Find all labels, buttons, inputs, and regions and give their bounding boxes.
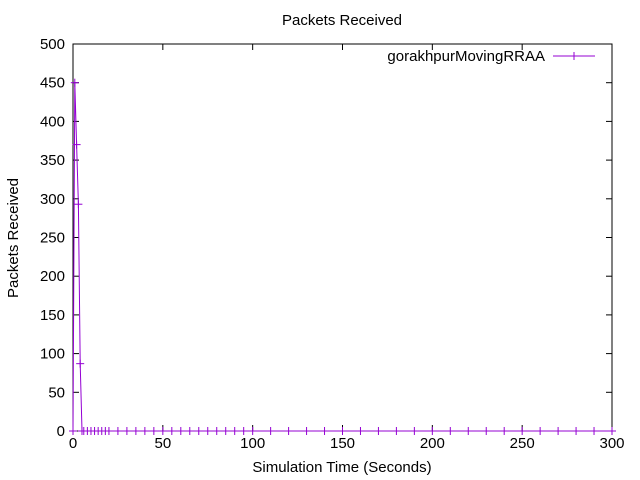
x-axis-label: Simulation Time (Seconds) [252, 459, 431, 476]
x-tick-label: 200 [420, 435, 445, 452]
data-point [338, 427, 347, 435]
data-point [500, 427, 509, 435]
x-tick-label: 50 [154, 435, 171, 452]
x-tick-label: 150 [330, 435, 355, 452]
legend: gorakhpurMovingRRAA [387, 48, 595, 65]
data-point [176, 427, 185, 435]
data-point [428, 427, 437, 435]
y-axis-label: Packets Received [5, 178, 22, 298]
data-point [158, 427, 167, 435]
data-point [392, 427, 401, 435]
data-point [113, 427, 122, 435]
series-layer [69, 78, 616, 435]
data-point [72, 140, 81, 149]
data-point [104, 427, 113, 435]
data-point [221, 427, 230, 435]
x-tick-label: 0 [69, 435, 77, 452]
data-point [374, 427, 383, 435]
data-point [69, 427, 77, 435]
data-point [356, 427, 365, 435]
data-point [140, 427, 149, 435]
data-point [446, 427, 455, 435]
data-point [536, 427, 545, 435]
data-point [122, 427, 131, 435]
data-point [248, 427, 257, 435]
data-point [149, 427, 158, 435]
data-point [590, 427, 599, 435]
data-point [608, 427, 616, 435]
data-point [203, 427, 212, 435]
data-point [266, 427, 275, 435]
y-tick-label: 100 [40, 346, 65, 363]
series-line [72, 82, 612, 432]
x-tick-label: 100 [240, 435, 265, 452]
data-point [212, 427, 221, 435]
data-point [554, 427, 563, 435]
x-tick-label: 300 [599, 435, 624, 452]
data-point [194, 427, 203, 435]
x-axis: 0 50 100 150 200 250 300 [69, 44, 625, 452]
plot-frame [72, 43, 613, 432]
data-point [70, 78, 79, 87]
y-tick-label: 200 [40, 268, 65, 285]
data-point [76, 359, 85, 368]
y-tick-label: 450 [40, 75, 65, 92]
y-tick-label: 500 [40, 36, 65, 53]
data-point [230, 427, 239, 435]
data-point [74, 200, 83, 209]
y-tick-label: 150 [40, 307, 65, 324]
y-tick-label: 300 [40, 191, 65, 208]
y-axis: 0 50 100 150 200 250 300 350 400 450 500 [40, 36, 612, 440]
data-point [518, 427, 527, 435]
y-tick-label: 50 [48, 384, 65, 401]
y-tick-label: 400 [40, 113, 65, 130]
data-point [131, 427, 140, 435]
y-tick-label: 250 [40, 230, 65, 247]
data-point [167, 427, 176, 435]
legend-label: gorakhpurMovingRRAA [387, 48, 545, 65]
x-tick-label: 250 [510, 435, 535, 452]
data-point [185, 427, 194, 435]
data-point [284, 427, 293, 435]
data-point [482, 427, 491, 435]
data-point [410, 427, 419, 435]
data-point [572, 427, 581, 435]
legend-swatch [553, 52, 595, 60]
y-tick-label: 350 [40, 152, 65, 169]
data-point [464, 427, 473, 435]
data-point [320, 427, 329, 435]
chart-title: Packets Received [282, 12, 402, 29]
data-point [302, 427, 311, 435]
data-point [239, 427, 248, 435]
y-tick-label: 0 [57, 423, 65, 440]
